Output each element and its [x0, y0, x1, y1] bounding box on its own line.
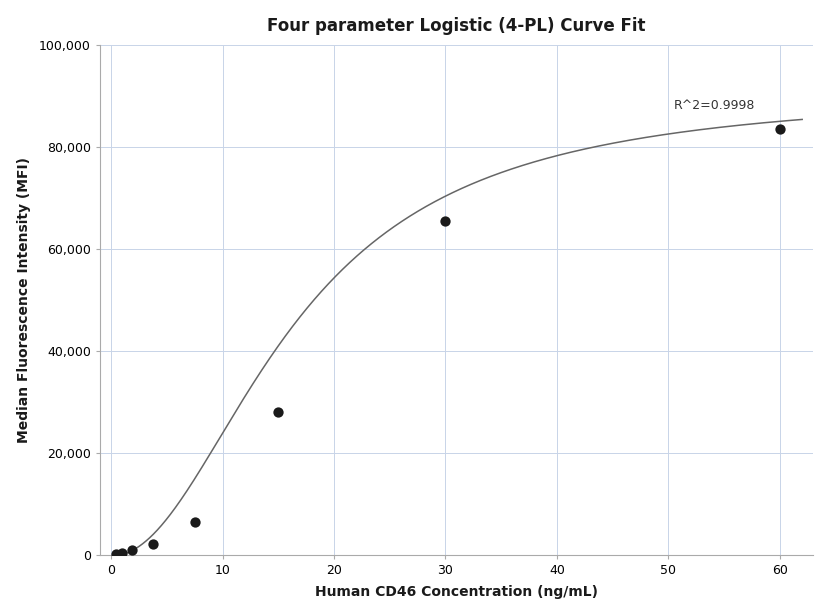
- Point: [774, 124, 787, 134]
- Point: [188, 517, 202, 527]
- Y-axis label: Median Fluorescence Intensity (MFI): Median Fluorescence Intensity (MFI): [17, 156, 31, 443]
- X-axis label: Human CD46 Concentration (ng/mL): Human CD46 Concentration (ng/mL): [315, 585, 598, 599]
- Point: [271, 407, 285, 417]
- Text: R^2=0.9998: R^2=0.9998: [674, 99, 755, 112]
- Point: [125, 545, 139, 555]
- Point: [439, 216, 452, 225]
- Point: [110, 549, 123, 559]
- Title: Four parameter Logistic (4-PL) Curve Fit: Four parameter Logistic (4-PL) Curve Fit: [267, 17, 646, 34]
- Point: [115, 548, 128, 558]
- Point: [146, 539, 159, 549]
